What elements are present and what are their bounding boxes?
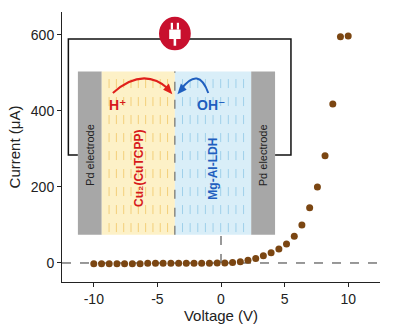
svg-text:10: 10 [340, 291, 356, 307]
svg-text:Voltage (V): Voltage (V) [184, 307, 258, 324]
svg-text:Current (μA): Current (μA) [6, 106, 23, 189]
svg-text:-10: -10 [84, 291, 104, 307]
svg-text:200: 200 [31, 179, 55, 195]
svg-text:0: 0 [217, 291, 225, 307]
svg-text:5: 5 [281, 291, 289, 307]
svg-text:Pd electrode: Pd electrode [84, 124, 96, 186]
svg-text:Mg-Al-LDH: Mg-Al-LDH [206, 138, 220, 200]
svg-text:400: 400 [31, 103, 55, 119]
svg-text:Cu₂(CuTCPP): Cu₂(CuTCPP) [132, 130, 146, 207]
svg-text:H⁺: H⁺ [109, 97, 127, 113]
svg-text:600: 600 [31, 27, 55, 43]
svg-text:OH⁻: OH⁻ [197, 97, 225, 113]
svg-text:Pd electrode: Pd electrode [257, 124, 269, 186]
svg-text:-5: -5 [151, 291, 164, 307]
svg-text:0: 0 [46, 255, 54, 271]
